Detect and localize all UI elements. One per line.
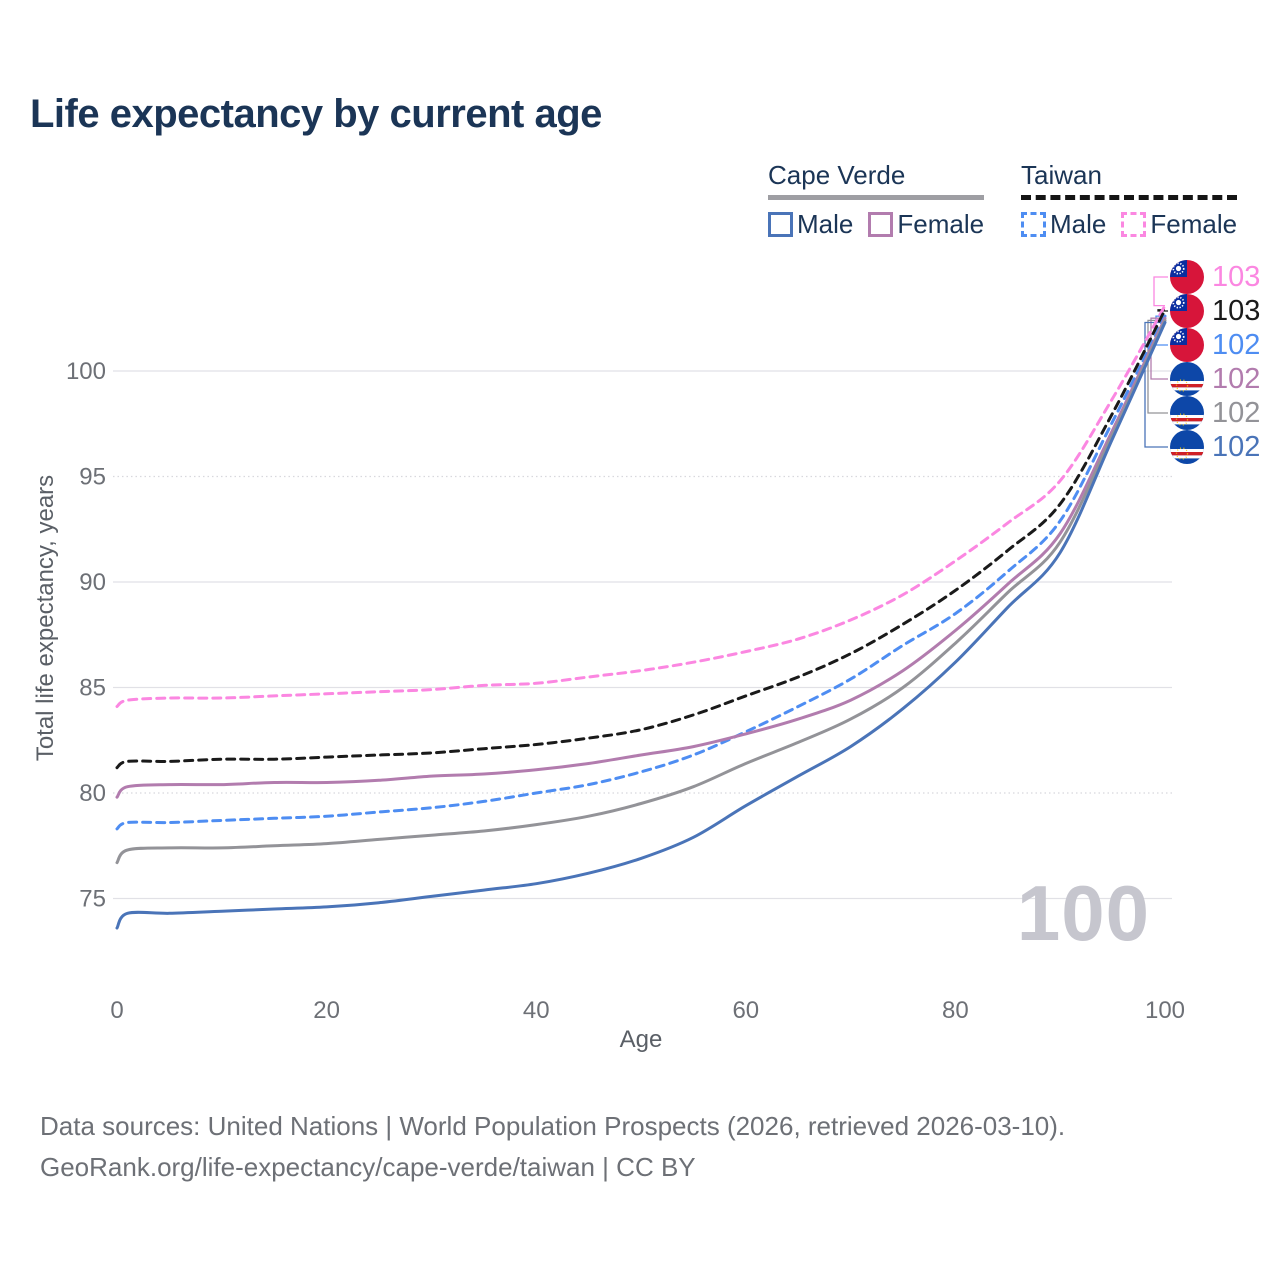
svg-text:90: 90 [79, 569, 106, 596]
svg-text:100: 100 [66, 358, 106, 385]
end-value: 103 [1212, 260, 1261, 293]
legend-item-label: Male [1050, 209, 1107, 239]
svg-text:80: 80 [942, 997, 969, 1024]
legend-item-taiwan-male[interactable]: Male [1021, 209, 1106, 240]
svg-text:95: 95 [79, 464, 106, 491]
legend-item-label: Female [897, 209, 985, 239]
legend-swatch-taiwan-male [1021, 212, 1046, 237]
legend-item-cape-verde-female[interactable]: Female [868, 209, 984, 240]
end-label-cape-verde-female: 102 [1170, 362, 1260, 396]
end-value: 102 [1212, 430, 1261, 463]
x-axis-title: Age [619, 1026, 663, 1053]
taiwan-flag-icon [1170, 260, 1204, 294]
legend-country-cape-verde: Cape Verde [768, 160, 906, 190]
data-sources-line: Data sources: United Nations | World Pop… [40, 1111, 1066, 1141]
taiwan-flag-icon [1170, 328, 1204, 362]
end-label-taiwan-male: 102 [1170, 328, 1260, 362]
svg-text:75: 75 [79, 886, 106, 913]
legend-item-label: Male [797, 209, 854, 239]
cape-verde-flag-icon [1170, 396, 1204, 430]
legend-item-taiwan-female[interactable]: Female [1121, 209, 1237, 240]
svg-text:20: 20 [313, 997, 340, 1024]
legend-linestyle-dashed-sample [1021, 195, 1238, 200]
legend-item-label: Female [1150, 209, 1238, 239]
cape-verde-flag-icon [1170, 430, 1204, 464]
end-label-cape-verde-male: 102 [1170, 430, 1260, 464]
cape-verde-flag-icon [1170, 362, 1204, 396]
legend-group-cape-verde: Cape Verde Male Female [768, 160, 985, 240]
legend-item-cape-verde-male[interactable]: Male [768, 209, 853, 240]
legend-swatch-cape-verde-male [768, 212, 793, 237]
legend-swatch-taiwan-female [1121, 212, 1147, 237]
end-value: 103 [1212, 294, 1261, 327]
legend-group-taiwan: Taiwan Male Female [1021, 160, 1238, 240]
taiwan-flag-icon [1170, 294, 1204, 328]
end-label-taiwan-female: 103 [1170, 260, 1260, 294]
legend-linestyle-solid-sample [768, 195, 985, 200]
svg-text:40: 40 [523, 997, 550, 1024]
legend-swatch-cape-verde-female [868, 212, 894, 237]
end-value: 102 [1212, 328, 1261, 361]
end-label-taiwan-both: 103 [1170, 294, 1260, 328]
y-axis-title: Total life expectancy, years [32, 474, 59, 762]
age-watermark: 100 [1016, 869, 1150, 957]
legend-country-taiwan: Taiwan [1021, 160, 1102, 190]
svg-text:85: 85 [79, 675, 106, 702]
svg-text:0: 0 [110, 997, 123, 1024]
svg-text:80: 80 [79, 780, 106, 807]
svg-text:100: 100 [1145, 997, 1185, 1024]
footer: Data sources: United Nations | World Pop… [40, 1106, 1065, 1188]
page-title: Life expectancy by current age [30, 92, 602, 136]
attribution-line: GeoRank.org/life-expectancy/cape-verde/t… [40, 1152, 696, 1182]
end-value: 102 [1212, 396, 1261, 429]
end-value: 102 [1212, 362, 1261, 395]
end-label-cape-verde-both: 102 [1170, 396, 1260, 430]
svg-text:60: 60 [732, 997, 759, 1024]
